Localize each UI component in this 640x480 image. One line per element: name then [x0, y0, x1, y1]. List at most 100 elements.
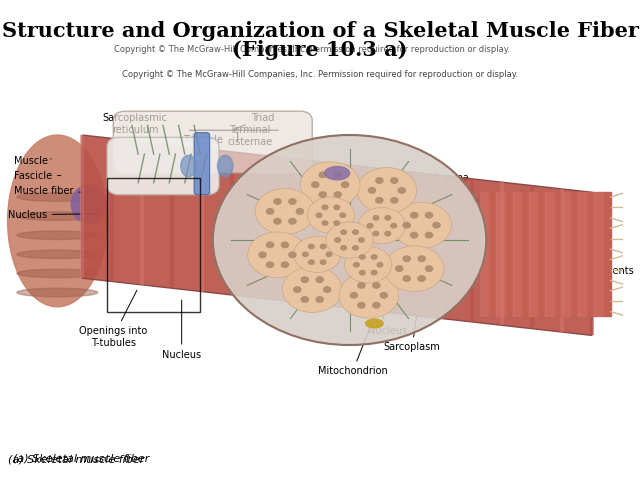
Circle shape — [391, 224, 397, 228]
Text: Sarcoplasmic
reticulum: Sarcoplasmic reticulum — [102, 113, 168, 159]
Circle shape — [322, 221, 328, 225]
Circle shape — [357, 168, 417, 213]
Circle shape — [403, 256, 410, 262]
Circle shape — [334, 221, 340, 225]
Circle shape — [316, 213, 322, 217]
PathPatch shape — [82, 135, 592, 336]
Ellipse shape — [17, 231, 98, 240]
Text: Nucleus: Nucleus — [162, 300, 201, 360]
FancyBboxPatch shape — [320, 162, 324, 305]
Circle shape — [296, 209, 303, 214]
Circle shape — [392, 202, 451, 248]
Circle shape — [274, 199, 281, 204]
Circle shape — [294, 287, 301, 292]
Circle shape — [282, 262, 289, 267]
Circle shape — [334, 172, 341, 178]
Circle shape — [369, 188, 376, 193]
Circle shape — [398, 188, 405, 193]
FancyBboxPatch shape — [350, 165, 354, 309]
Circle shape — [266, 242, 274, 248]
Text: Triad: Triad — [234, 113, 274, 129]
Circle shape — [391, 198, 398, 203]
Circle shape — [350, 293, 358, 298]
Text: Muscle fiber: Muscle fiber — [14, 186, 83, 196]
Circle shape — [385, 216, 390, 220]
Text: Openings into
T-tubules: Openings into T-tubules — [79, 290, 147, 348]
FancyBboxPatch shape — [470, 179, 474, 322]
Circle shape — [358, 207, 406, 244]
Circle shape — [372, 283, 380, 288]
FancyBboxPatch shape — [590, 192, 594, 336]
Ellipse shape — [17, 250, 98, 259]
Circle shape — [353, 263, 359, 267]
FancyBboxPatch shape — [500, 182, 504, 325]
Text: Muscle: Muscle — [14, 156, 51, 166]
Circle shape — [320, 244, 326, 249]
Circle shape — [340, 213, 346, 217]
Circle shape — [411, 232, 418, 238]
Circle shape — [289, 252, 296, 258]
Circle shape — [282, 242, 289, 248]
Circle shape — [266, 262, 274, 267]
Circle shape — [342, 182, 349, 187]
Circle shape — [403, 222, 410, 228]
FancyBboxPatch shape — [200, 148, 204, 292]
FancyBboxPatch shape — [107, 137, 219, 195]
FancyBboxPatch shape — [113, 111, 312, 173]
Circle shape — [289, 218, 296, 224]
Circle shape — [411, 213, 418, 218]
Circle shape — [373, 216, 379, 220]
FancyBboxPatch shape — [194, 132, 210, 195]
PathPatch shape — [480, 192, 611, 316]
Circle shape — [308, 244, 314, 249]
FancyBboxPatch shape — [81, 135, 84, 278]
Ellipse shape — [8, 135, 107, 307]
Circle shape — [403, 276, 410, 281]
Ellipse shape — [365, 319, 383, 328]
Circle shape — [274, 218, 281, 224]
Circle shape — [319, 192, 326, 197]
Text: Myofilaments: Myofilaments — [568, 254, 634, 276]
Ellipse shape — [324, 167, 349, 180]
Circle shape — [319, 172, 326, 178]
Circle shape — [385, 231, 390, 236]
Circle shape — [308, 260, 314, 264]
Circle shape — [259, 252, 266, 258]
Circle shape — [326, 252, 332, 256]
Circle shape — [360, 255, 365, 259]
Text: T-tubule: T-tubule — [184, 134, 223, 158]
Circle shape — [418, 256, 425, 262]
Text: Terminal
cisternae: Terminal cisternae — [215, 125, 273, 164]
Circle shape — [353, 230, 358, 234]
Circle shape — [391, 178, 398, 183]
FancyBboxPatch shape — [530, 186, 534, 329]
Circle shape — [376, 178, 383, 183]
Circle shape — [255, 189, 315, 234]
Circle shape — [248, 232, 307, 278]
Circle shape — [367, 224, 373, 228]
Text: (a) Skeletal muscle fiber: (a) Skeletal muscle fiber — [13, 454, 149, 463]
Circle shape — [376, 198, 383, 203]
FancyBboxPatch shape — [230, 152, 234, 295]
Circle shape — [320, 260, 326, 264]
Circle shape — [341, 230, 346, 234]
Text: Copyright © The McGraw-Hill Companies, Inc. Permission required for reproduction: Copyright © The McGraw-Hill Companies, I… — [122, 70, 518, 79]
Circle shape — [334, 192, 341, 197]
Text: Mitochondrion: Mitochondrion — [318, 319, 388, 376]
Circle shape — [377, 263, 383, 267]
Circle shape — [266, 209, 273, 214]
Circle shape — [358, 302, 365, 308]
Text: Sarcolemma: Sarcolemma — [390, 173, 470, 183]
Circle shape — [334, 205, 340, 210]
Circle shape — [372, 302, 380, 308]
FancyBboxPatch shape — [170, 145, 174, 288]
Circle shape — [426, 213, 433, 218]
Text: Fascicle: Fascicle — [14, 170, 61, 180]
Text: Nucleus: Nucleus — [338, 185, 407, 336]
FancyBboxPatch shape — [410, 172, 414, 315]
Text: (Figure 10.3 a): (Figure 10.3 a) — [232, 40, 408, 60]
Circle shape — [418, 276, 425, 281]
Circle shape — [380, 293, 387, 298]
Circle shape — [339, 273, 399, 318]
Text: Sarcomere: Sarcomere — [499, 227, 551, 245]
